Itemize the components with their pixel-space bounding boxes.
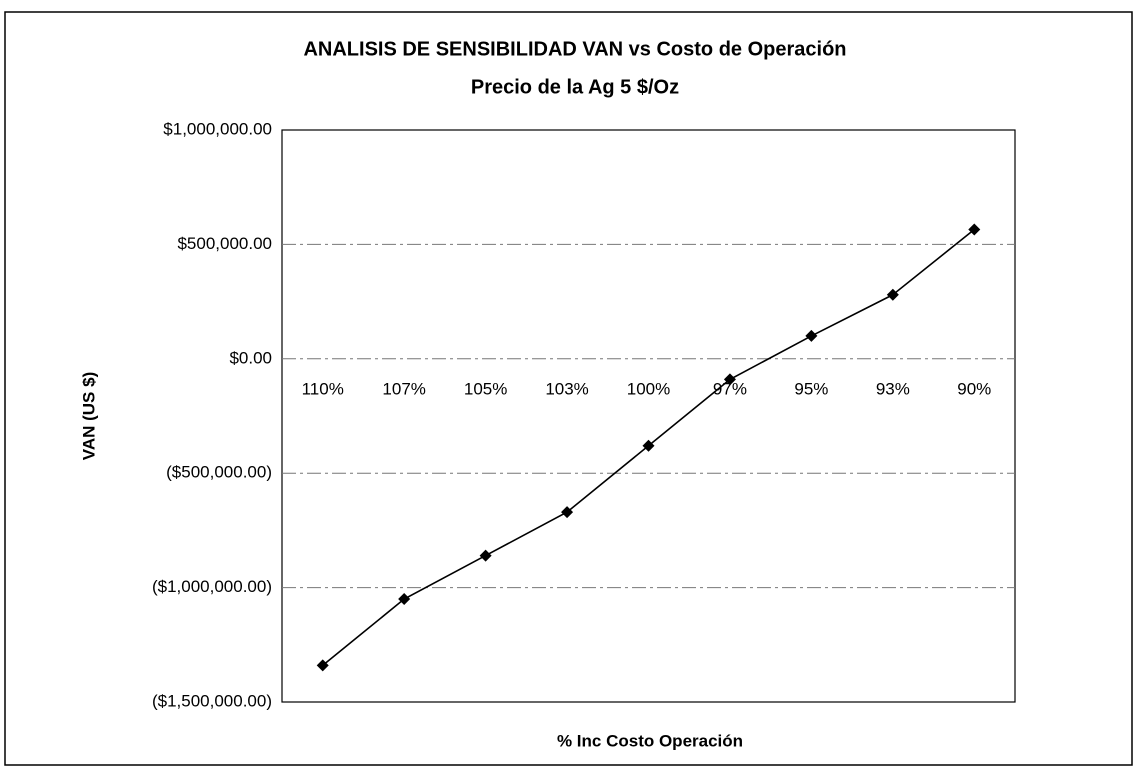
- data-point: [642, 439, 655, 452]
- data-point: [886, 288, 899, 301]
- x-tick-label: 93%: [876, 379, 910, 398]
- data-point: [968, 223, 981, 236]
- x-tick-label: 105%: [464, 379, 507, 398]
- data-point: [561, 506, 574, 519]
- data-point: [723, 373, 736, 386]
- x-tick-label: 110%: [302, 379, 344, 398]
- y-tick-label: ($1,000,000.00): [152, 577, 272, 596]
- y-tick-label: ($1,500,000.00): [152, 691, 272, 710]
- x-tick-label: 100%: [627, 379, 670, 398]
- y-tick-label: ($500,000.00): [166, 463, 272, 482]
- y-tick-label: $500,000.00: [177, 234, 272, 253]
- data-point: [479, 549, 492, 562]
- x-tick-label: 95%: [794, 379, 828, 398]
- x-tick-label: 97%: [713, 379, 747, 398]
- x-tick-label: 90%: [957, 379, 991, 398]
- chart-title: ANALISIS DE SENSIBILIDAD VAN vs Costo de…: [303, 38, 846, 60]
- data-point: [398, 593, 411, 606]
- y-axis-label: VAN (US $): [79, 372, 98, 460]
- plot-area: [281, 129, 1016, 703]
- y-tick-label: $0.00: [229, 348, 272, 367]
- data-point: [805, 329, 818, 342]
- chart-frame: [4, 11, 1133, 766]
- x-tick-label: 107%: [382, 379, 425, 398]
- chart-subtitle: Precio de la Ag 5 $/Oz: [471, 76, 679, 98]
- y-tick-label: $1,000,000.00: [163, 119, 272, 138]
- data-point: [316, 659, 329, 672]
- x-tick-label: 103%: [545, 379, 588, 398]
- x-axis-label: % Inc Costo Operación: [557, 731, 743, 750]
